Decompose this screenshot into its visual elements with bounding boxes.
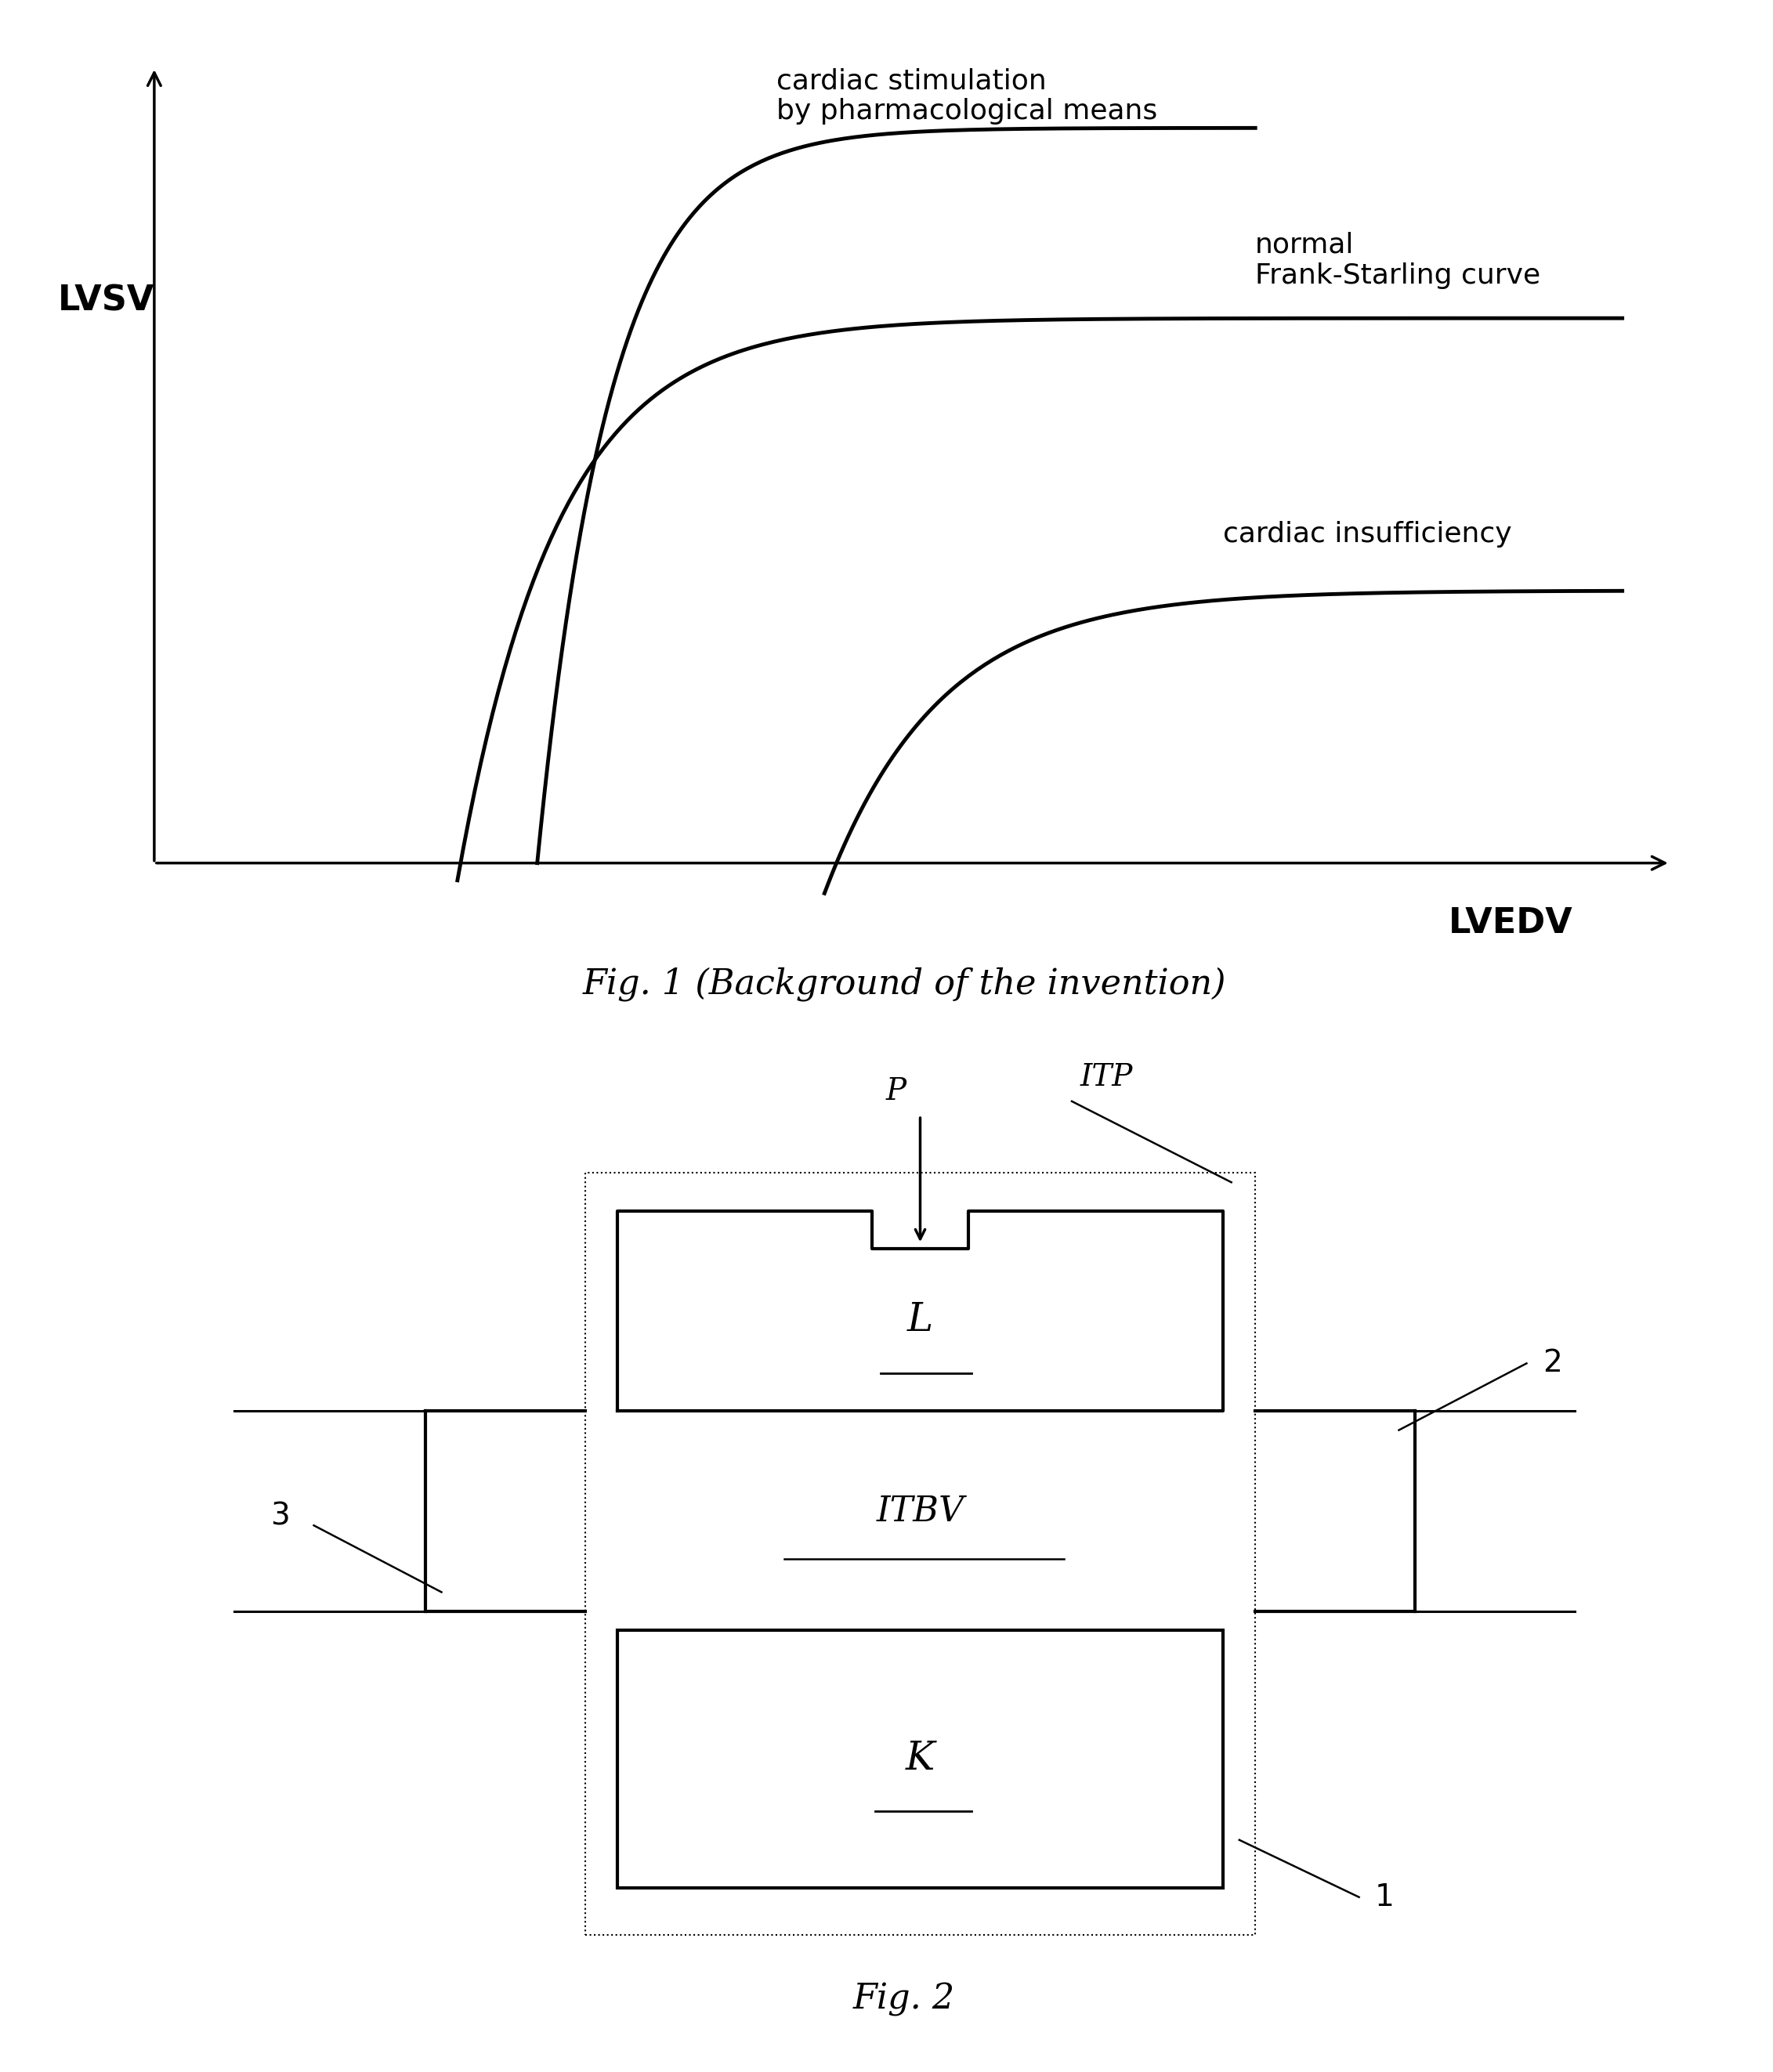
Text: 3: 3	[271, 1500, 291, 1531]
Bar	[585, 1173, 1255, 1935]
Text: LVEDV: LVEDV	[1449, 905, 1573, 941]
Text: L: L	[908, 1301, 933, 1341]
Text: K: K	[906, 1740, 934, 1778]
Text: 2: 2	[1543, 1349, 1562, 1378]
Text: 1: 1	[1376, 1881, 1394, 1912]
Bar	[617, 1631, 1223, 1888]
Text: cardiac insufficiency: cardiac insufficiency	[1223, 520, 1512, 547]
Text: P: P	[886, 1077, 906, 1106]
Text: Fig. 1 (Background of the invention): Fig. 1 (Background of the invention)	[582, 968, 1227, 1001]
Text: normal
Frank-Starling curve: normal Frank-Starling curve	[1255, 232, 1541, 290]
Text: ITBV: ITBV	[876, 1494, 965, 1527]
Text: LVSV: LVSV	[59, 284, 154, 317]
Text: ITP: ITP	[1080, 1063, 1133, 1092]
Text: Fig. 2: Fig. 2	[853, 1983, 956, 2016]
Text: cardiac stimulation
by pharmacological means: cardiac stimulation by pharmacological m…	[777, 68, 1158, 124]
